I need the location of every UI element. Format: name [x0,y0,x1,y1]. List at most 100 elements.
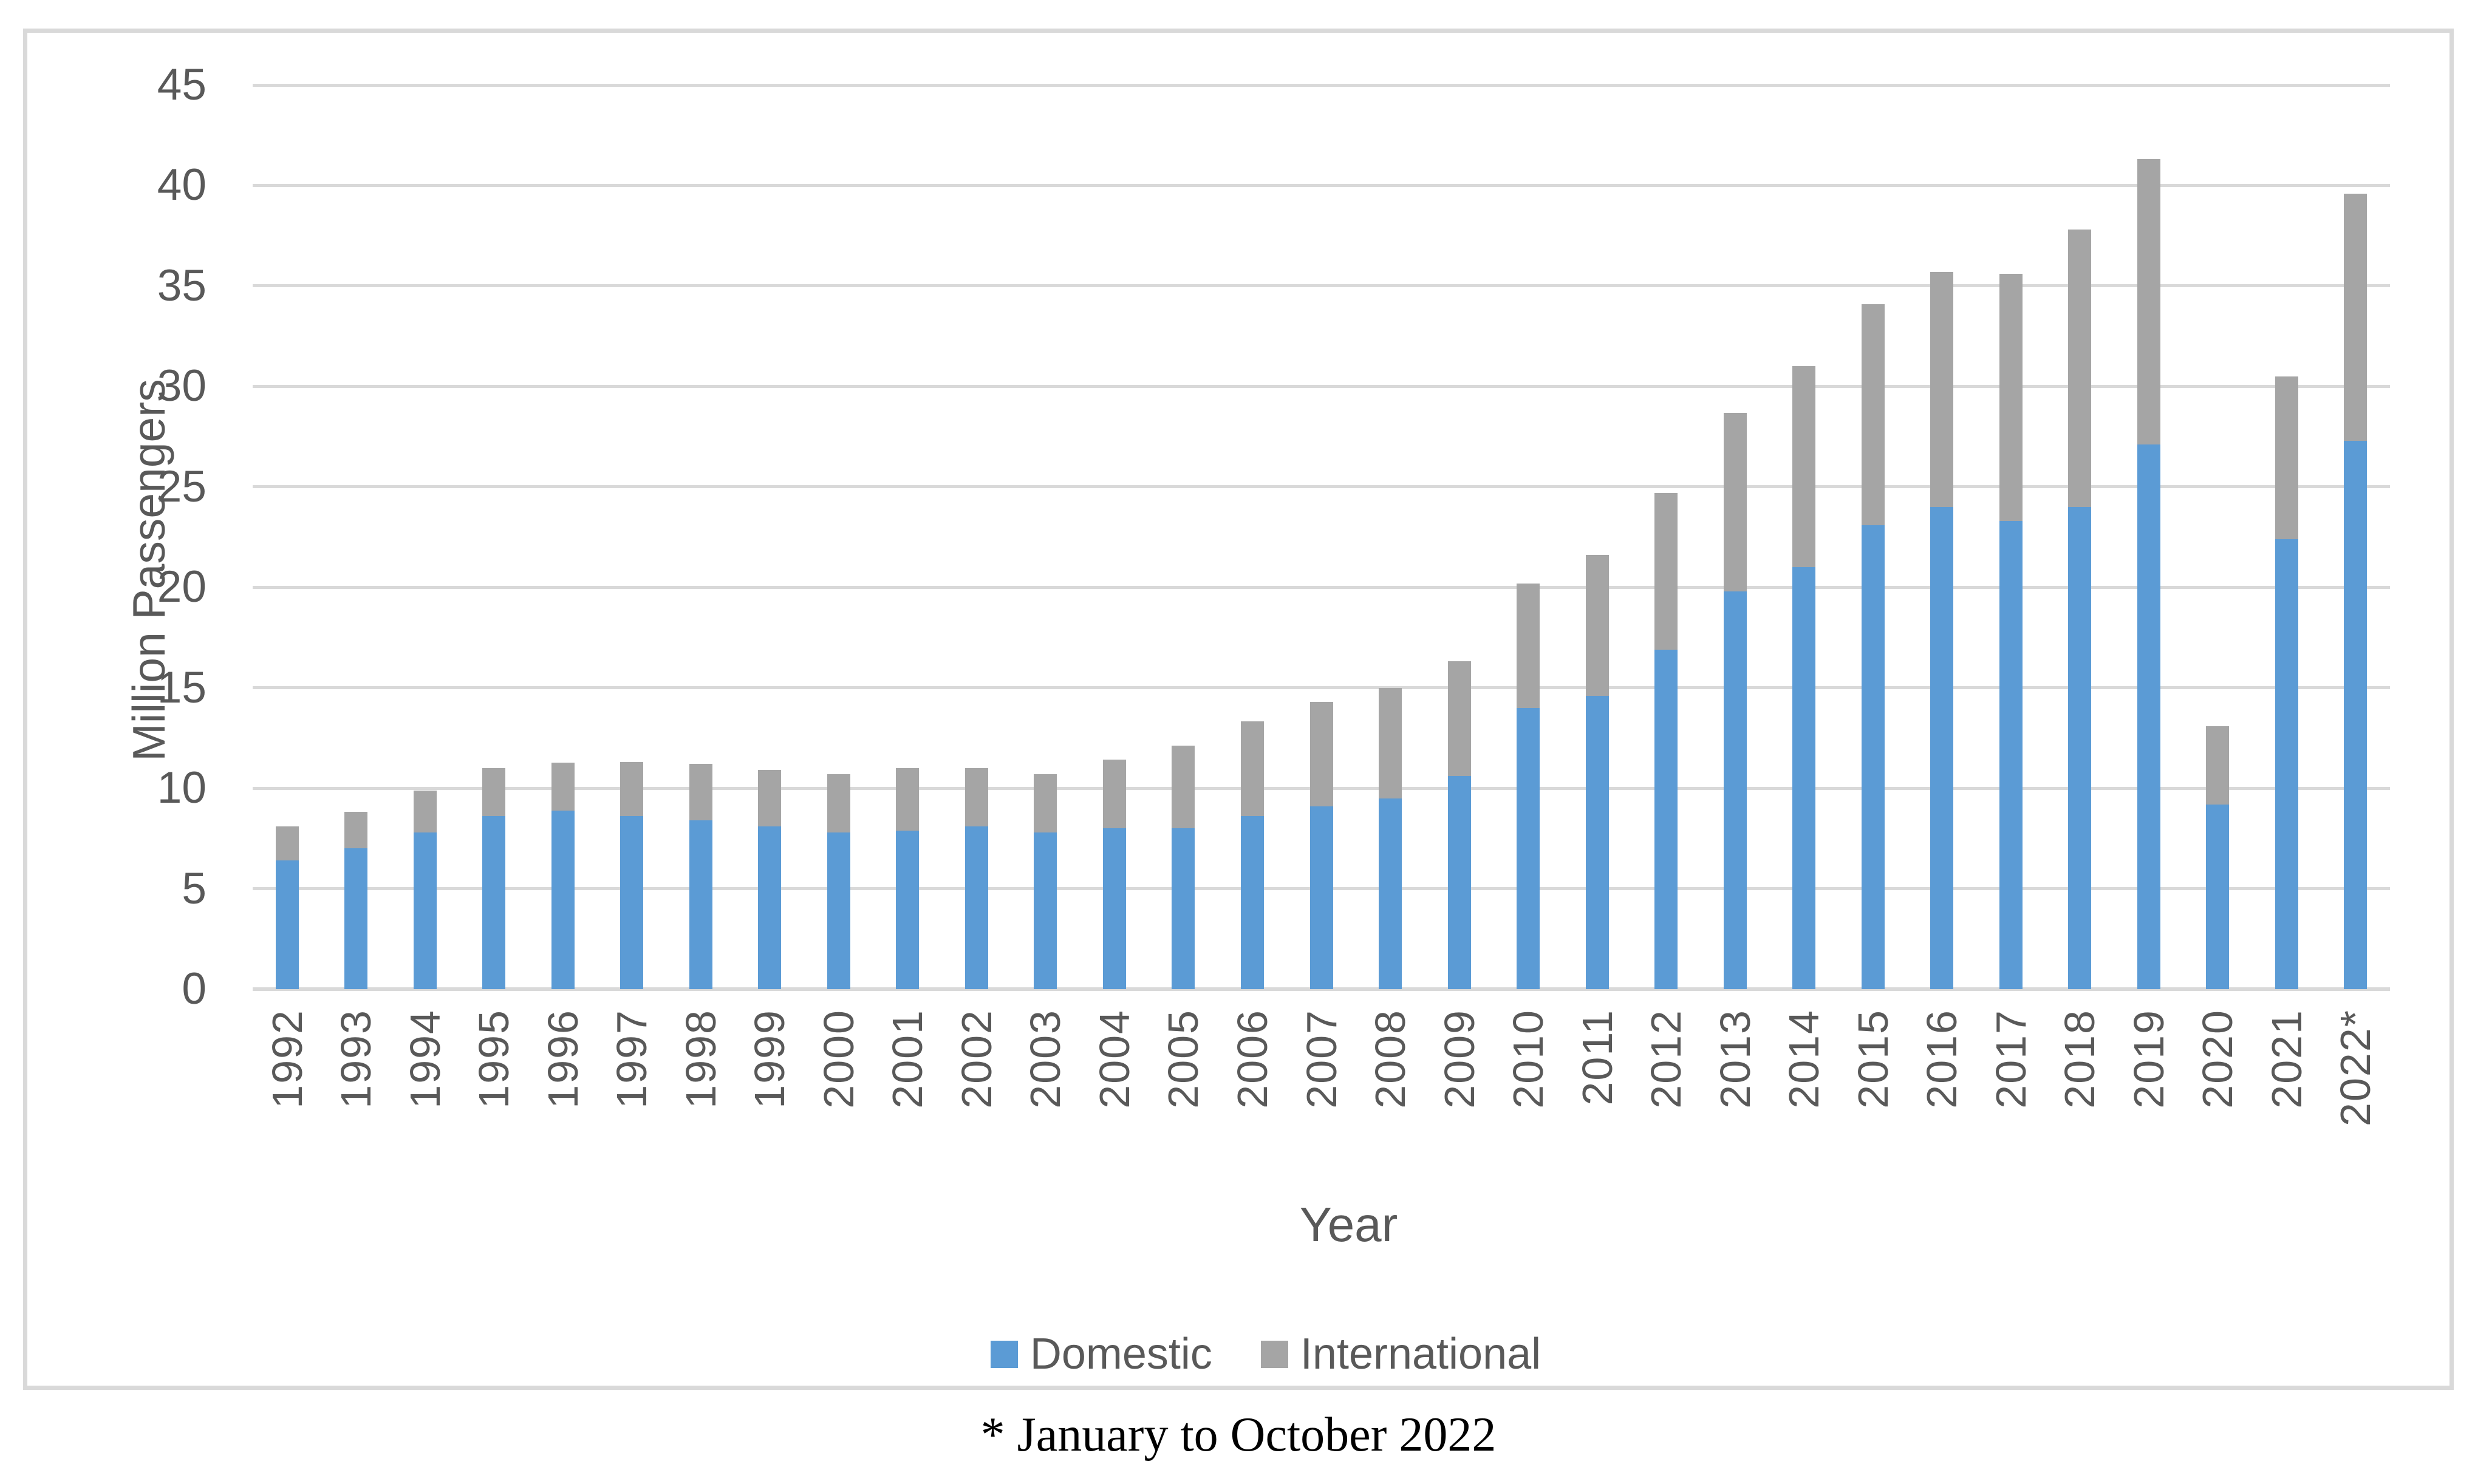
bar-segment-international-2013 [1724,413,1747,591]
bar-segment-international-2012 [1654,493,1678,650]
bar-segment-domestic-1993 [344,848,367,989]
bar-segment-domestic-2021 [2275,539,2298,989]
legend: Domestic International [50,1331,2475,1377]
x-tick-label-2022*: 2022* [2332,1009,2379,1126]
x-tick-label-2020: 2020 [2194,1009,2241,1109]
bar-segment-international-1993 [344,812,367,848]
bar-segment-domestic-2003 [1034,832,1057,989]
gridline-35 [253,284,2390,287]
legend-label-international: International [1300,1330,1541,1378]
bar-segment-international-1994 [414,791,437,832]
bar-segment-international-2001 [896,768,919,831]
y-tick-label-20: 20 [157,562,207,611]
y-tick-label-5: 5 [182,864,207,913]
bar-segment-domestic-2005 [1172,828,1195,989]
x-tick-label-2007: 2007 [1298,1009,1345,1109]
bar-segment-domestic-2008 [1379,798,1402,989]
x-tick-label-2019: 2019 [2125,1009,2173,1109]
x-tick-label-2001: 2001 [884,1009,931,1109]
bar-segment-international-2007 [1310,702,1333,806]
bar-segment-international-2021 [2275,376,2298,539]
bar-segment-domestic-2010 [1517,708,1540,989]
bar-segment-domestic-2009 [1448,776,1471,989]
bar-segment-international-1995 [482,768,505,816]
x-tick-label-2009: 2009 [1436,1009,1483,1109]
y-tick-label-0: 0 [182,964,207,1013]
bar-segment-international-2009 [1448,661,1471,776]
x-tick-label-2005: 2005 [1159,1009,1207,1109]
x-tick-label-1994: 1994 [401,1009,449,1109]
bar-segment-international-2016 [1930,272,1953,507]
bar-segment-domestic-2012 [1654,650,1678,989]
legend-item-international: International [1260,1330,1541,1378]
bar-segment-domestic-2013 [1724,591,1747,989]
x-tick-label-2003: 2003 [1022,1009,1069,1109]
x-tick-label-2016: 2016 [1918,1009,1965,1109]
bar-segment-domestic-1992 [276,860,299,989]
bar-segment-international-2011 [1586,555,1609,696]
bar-segment-domestic-2020 [2206,805,2229,989]
bar-segment-domestic-2011 [1586,696,1609,989]
bar-segment-international-2019 [2137,159,2160,444]
bar-segment-international-2000 [827,774,850,832]
x-tick-label-2018: 2018 [2056,1009,2103,1109]
bar-segment-international-2018 [2068,230,2091,507]
x-tick-label-2013: 2013 [1712,1009,1759,1109]
bar-segment-international-1997 [620,762,643,816]
bar-segment-domestic-1999 [758,826,781,989]
x-tick-label-2004: 2004 [1091,1009,1138,1109]
x-tick-label-1995: 1995 [470,1009,517,1109]
gridline-30 [253,385,2390,388]
legend-label-domestic: Domestic [1029,1330,1212,1378]
gridline-20 [253,586,2390,589]
x-tick-label-1998: 1998 [677,1009,725,1109]
legend-swatch-international-icon [1260,1340,1288,1368]
bar-segment-international-2005 [1172,746,1195,828]
gridline-15 [253,686,2390,689]
x-tick-label-2008: 2008 [1367,1009,1414,1109]
chart-area: Million Passengers Year Domestic Interna… [23,29,2454,1390]
legend-swatch-domestic-icon [990,1340,1018,1368]
bar-segment-international-2014 [1792,366,1815,567]
x-tick-label-2015: 2015 [1849,1009,1897,1109]
bar-segment-international-2002 [965,768,988,826]
bar-segment-domestic-2001 [896,831,919,989]
gridline-40 [253,184,2390,187]
footnote: * January to October 2022 [980,1408,1497,1462]
gridline-25 [253,485,2390,488]
x-tick-label-1999: 1999 [746,1009,793,1109]
x-tick-label-1997: 1997 [608,1009,655,1109]
x-tick-label-2017: 2017 [1987,1009,2035,1109]
x-axis-line [253,987,2390,991]
bar-segment-domestic-2000 [827,832,850,989]
gridline-45 [253,84,2390,87]
bar-segment-domestic-1996 [551,811,575,989]
x-axis-title: Year [1299,1197,1398,1251]
bar-segment-international-2020 [2206,726,2229,805]
y-tick-label-45: 45 [157,60,207,109]
x-tick-label-2010: 2010 [1504,1009,1552,1109]
bar-segment-domestic-2016 [1930,507,1953,989]
bar-segment-international-1996 [551,763,575,811]
bar-segment-international-1998 [689,764,712,820]
y-tick-label-40: 40 [157,160,207,209]
bar-segment-international-2003 [1034,774,1057,832]
y-tick-label-15: 15 [157,663,207,712]
bar-segment-international-2008 [1379,688,1402,798]
x-tick-label-1996: 1996 [539,1009,587,1109]
bar-segment-domestic-1998 [689,820,712,989]
bar-segment-domestic-2019 [2137,444,2160,989]
legend-item-domestic: Domestic [990,1330,1212,1378]
bar-segment-domestic-1994 [414,832,437,989]
bar-segment-domestic-2014 [1792,567,1815,989]
bar-segment-domestic-1995 [482,816,505,989]
x-tick-label-2021: 2021 [2263,1009,2310,1109]
x-tick-label-2014: 2014 [1780,1009,1828,1109]
y-tick-label-35: 35 [157,261,207,310]
bar-segment-domestic-2007 [1310,806,1333,989]
x-tick-label-2006: 2006 [1229,1009,1276,1109]
bar-segment-international-2022* [2344,194,2367,441]
x-tick-label-2000: 2000 [815,1009,862,1109]
bar-segment-international-1999 [758,770,781,826]
